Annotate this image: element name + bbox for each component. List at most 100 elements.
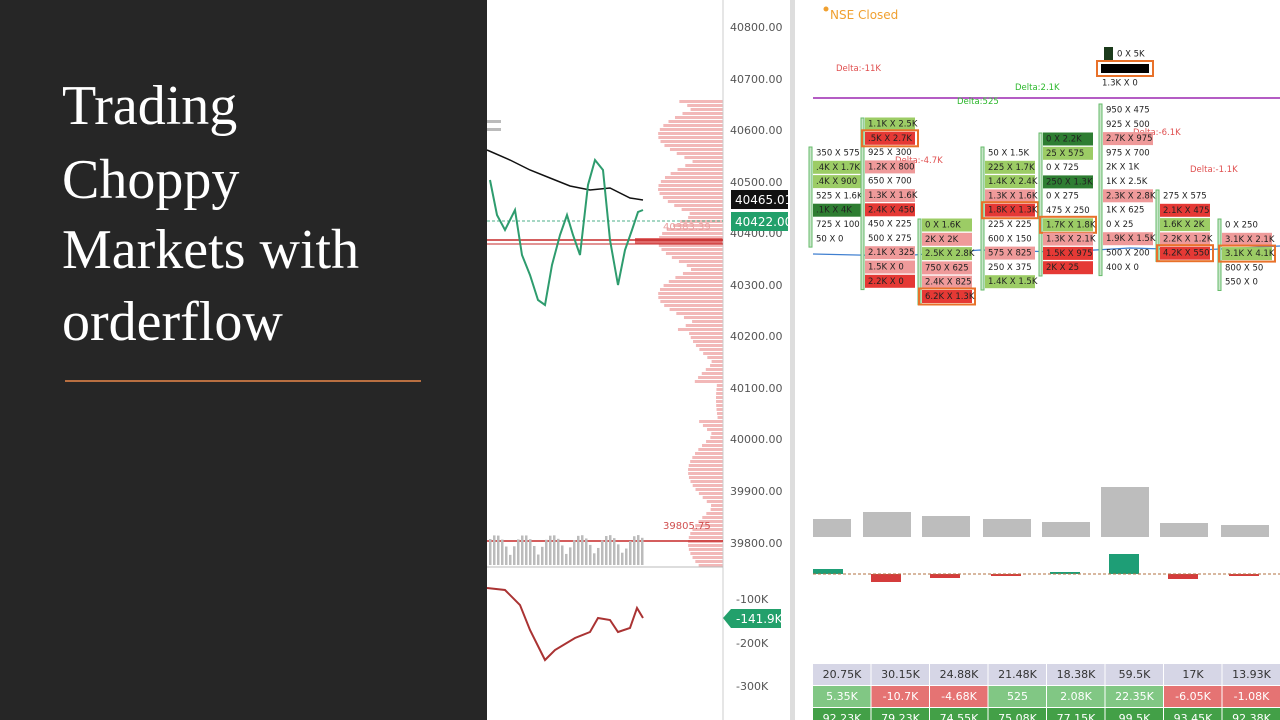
delta-label: Delta:-1.1K — [1190, 165, 1238, 175]
footprint-cell: 3.1K X 2.1K — [1225, 235, 1275, 245]
profile-bar — [703, 352, 723, 355]
moving-average — [486, 149, 644, 201]
profile-bar — [693, 340, 723, 343]
footprint-cell: 475 X 250 — [1046, 206, 1090, 216]
profile-bar — [635, 238, 723, 244]
table-value: 13.93K — [1232, 668, 1271, 681]
table-cell — [1105, 708, 1163, 720]
footprint-cell: 2.5K X 2.8K — [925, 249, 975, 259]
volume-bar — [1042, 522, 1090, 537]
delta-tick: -200K — [736, 637, 769, 650]
table-value: 93.45K — [1174, 712, 1213, 720]
profile-bar — [707, 428, 723, 431]
profile-bar — [688, 544, 723, 547]
profile-bar — [660, 300, 723, 303]
footprint-cell: 2.4K X 450 — [868, 205, 915, 215]
profile-bar — [688, 216, 723, 219]
cell-bg — [865, 160, 915, 174]
volume-bar — [561, 545, 564, 565]
footprint-cell: 2.3K X 2.8K — [1106, 191, 1156, 201]
profile-bar — [658, 244, 723, 247]
table-cell — [813, 708, 871, 720]
table-cell — [813, 664, 871, 685]
footprint-cell: 275 X 575 — [1163, 192, 1207, 202]
volume-bar — [613, 538, 616, 565]
profile-bar — [698, 520, 723, 523]
price-tick: 39800.00 — [730, 537, 783, 550]
footprint-cell: 2.1K X 325 — [868, 248, 915, 258]
cell-bg — [922, 275, 972, 289]
profile-bar — [702, 424, 723, 427]
profile-label: 39805.75 — [663, 521, 711, 532]
price-tick: 40600.00 — [730, 124, 783, 137]
delta-label: Delta:-4.7K — [895, 156, 943, 166]
cell-bg — [1160, 218, 1210, 232]
footprint-cell: .4K X 1.7K — [816, 163, 860, 173]
profile-bar — [681, 208, 723, 211]
volume-bar — [541, 546, 544, 565]
footprint-cell: 3.1K X 4.1K — [1225, 249, 1275, 259]
table-cell — [1047, 686, 1105, 707]
profile-bar — [676, 312, 723, 315]
profile-bar — [687, 104, 723, 107]
footprint-cell: 1.8K X 1.3K — [988, 206, 1038, 216]
table-cell — [988, 664, 1046, 685]
volume-bar — [525, 535, 528, 565]
volume-bar — [1101, 487, 1149, 537]
profile-bar — [701, 372, 723, 375]
profile-bar — [668, 120, 723, 123]
profile-bar — [659, 192, 723, 195]
profile-bar — [689, 332, 723, 335]
imbalance-box — [1156, 244, 1214, 263]
volume-bar — [589, 544, 592, 565]
footprint-cell: 2K X 1K — [1106, 163, 1140, 173]
table-cell — [871, 664, 929, 685]
price-candles — [489, 157, 644, 307]
profile-bar — [710, 364, 723, 367]
profile-bar — [672, 224, 723, 227]
profile-bar — [658, 184, 723, 187]
profile-bar — [666, 228, 723, 231]
footprint-cell: 0 X 2.2K — [1046, 135, 1082, 145]
profile-bar — [695, 560, 723, 563]
volume-bar — [617, 544, 620, 565]
profile-bar — [698, 448, 723, 451]
footprint-cell: 0 X 25 — [1106, 220, 1133, 230]
table-value: 5.35K — [826, 690, 858, 703]
price-tag-text: 40422.00 — [735, 215, 792, 229]
imbalance-box — [861, 129, 919, 148]
volume-bar — [597, 547, 600, 565]
table-cell — [1047, 708, 1105, 720]
profile-bar — [685, 324, 723, 327]
table-value: -1.08K — [1234, 690, 1270, 703]
profile-bar — [692, 484, 723, 487]
table-value: 22.35K — [1115, 690, 1154, 703]
profile-bar — [668, 280, 723, 283]
price-tick: 40300.00 — [730, 279, 783, 292]
footprint-cell: 1.5K X 975 — [1046, 249, 1093, 259]
volume-bar — [922, 516, 970, 537]
profile-bar — [677, 168, 723, 171]
footprint-cell: 2K X 2K — [925, 235, 959, 245]
legend-stub — [487, 120, 501, 123]
profile-bar — [706, 500, 723, 503]
profile-bar — [716, 404, 723, 407]
title-line: orderflow — [62, 291, 283, 353]
table-cell — [871, 686, 929, 707]
profile-bar — [695, 344, 723, 347]
footprint-cell: 525 X 1.6K — [816, 191, 863, 201]
footprint-cell: 6.2K X 1.3K — [925, 292, 975, 302]
profile-bar — [658, 296, 723, 299]
profile-bar — [710, 436, 723, 439]
volume-bar — [569, 547, 572, 565]
footprint-cell: 575 X 825 — [988, 249, 1032, 259]
footprint-cell: 450 X 225 — [868, 220, 912, 230]
profile-bar — [716, 400, 723, 403]
volume-bar — [609, 535, 612, 565]
footprint-cell: 500 X 275 — [868, 234, 912, 244]
delta-bar — [930, 574, 960, 578]
profile-bar — [658, 188, 723, 191]
left-chart — [487, 0, 790, 720]
volume-bar — [633, 536, 636, 565]
table-value: 74.55K — [940, 712, 979, 720]
